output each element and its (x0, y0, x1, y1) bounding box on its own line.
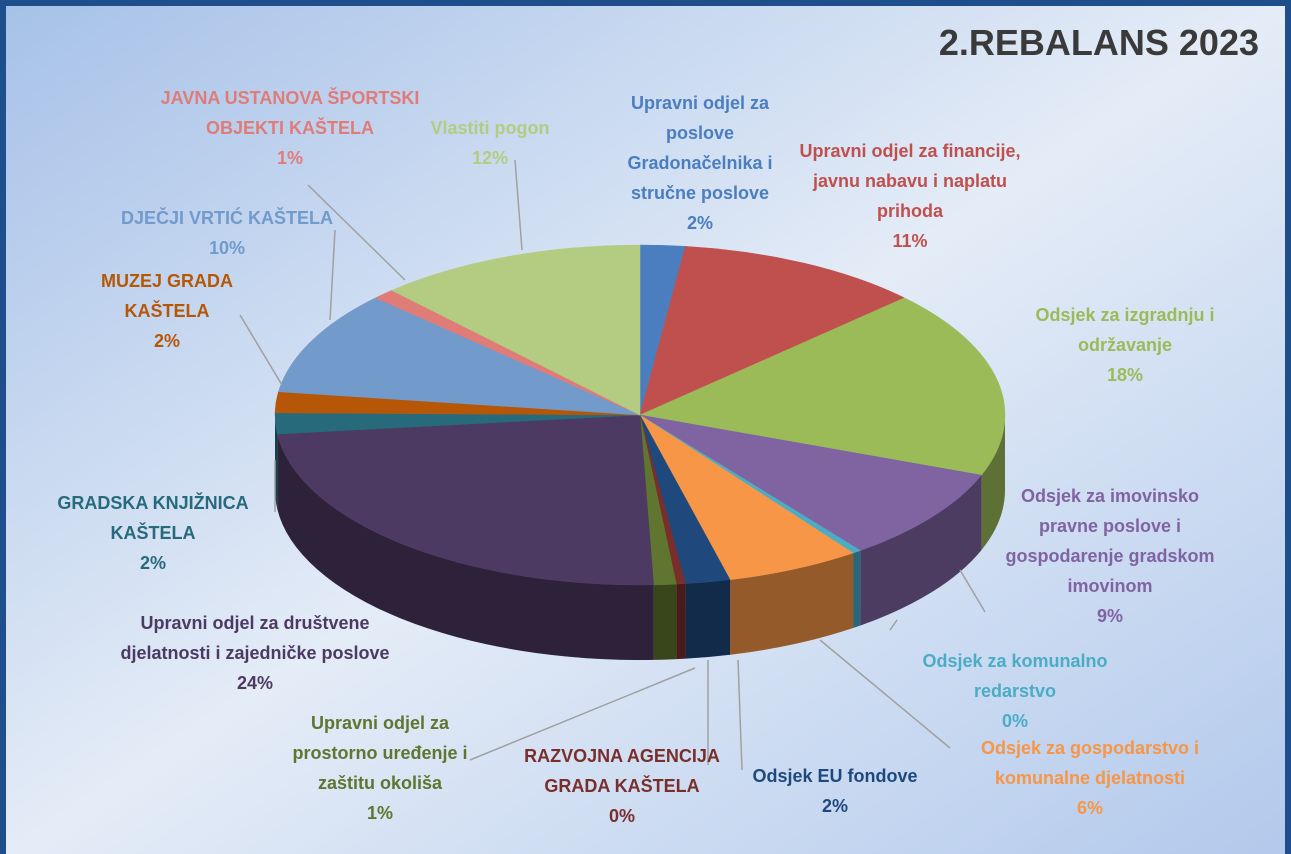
slice-top (391, 244, 641, 416)
slice-label: JAVNA USTANOVA ŠPORTSKI OBJEKTI KAŠTELA (160, 88, 420, 138)
slice-side (853, 550, 861, 629)
slice-side (653, 584, 677, 660)
slice-side-shade (685, 579, 731, 659)
slice-top (639, 414, 982, 551)
slice (639, 297, 1006, 551)
slice-side (685, 579, 731, 659)
slice-value-label: 1% (366, 803, 393, 823)
slice (639, 414, 731, 659)
slice-side (676, 583, 686, 660)
chart-title: 2.REBALANS 2023 (938, 22, 1259, 63)
slice-side (860, 475, 982, 626)
slice-side-shade (277, 434, 654, 660)
slice-top (639, 414, 854, 581)
slice-label: GRADSKA KNJIŽNICA KAŠTELA (57, 493, 249, 543)
slice-value-label: 6% (1076, 798, 1103, 818)
slice-side (981, 415, 1005, 551)
slice-side-shade (730, 553, 854, 655)
slice-value-label: 2% (153, 331, 180, 351)
slice-side (277, 434, 654, 660)
slice-side-shade (676, 583, 686, 660)
slice-side-shade (653, 584, 677, 660)
slice-value-label: 12% (471, 148, 509, 168)
slice-label: Vlastiti pogon (430, 118, 550, 138)
slice (639, 414, 982, 626)
slice-top (276, 414, 654, 586)
slice-label: Upravni odjel za prostorno uređenje i za… (292, 713, 468, 793)
slice (391, 244, 641, 416)
slice-value-label: 18% (1106, 365, 1144, 385)
slice-label: Odsjek za izgradnju i održavanje (1035, 305, 1215, 355)
leader-line (469, 667, 696, 761)
slice (639, 414, 854, 655)
slice-label: DJEČJI VRTIĆ KAŠTELA (120, 208, 334, 228)
slice-value-label: 0% (1001, 711, 1028, 731)
slice-top (639, 246, 906, 416)
slice-top (639, 297, 1006, 476)
slice-value-label: 9% (1096, 606, 1123, 626)
slice-side (730, 553, 854, 655)
slice-value-label: 0% (608, 806, 635, 826)
slice-label: Odsjek EU fondove (752, 766, 918, 786)
slice-label: MUZEJ GRADA KAŠTELA (100, 271, 233, 321)
leader-line (819, 639, 951, 749)
slice-value-label: 2% (686, 213, 713, 233)
slice-label: Odsjek za komunalno redarstvo (922, 651, 1108, 701)
leader-line (307, 184, 406, 281)
slice-label: Odsjek za imovinsko pravne poslove i gos… (1005, 486, 1215, 596)
slice-label: Upravni odjel za poslove Gradonačelnika … (627, 93, 773, 203)
slice-side-shade (860, 475, 982, 626)
slice-value-label: 1% (276, 148, 303, 168)
slice-value-label: 10% (208, 238, 246, 258)
leader-line (239, 314, 283, 386)
slice-label: Odsjek za gospodarstvo i komunalne djela… (980, 738, 1200, 788)
slice-side-shade (981, 415, 1005, 551)
leader-line (514, 159, 523, 251)
slice-label: Upravni odjel za društvene djelatnosti i… (120, 613, 390, 663)
leader-line (959, 569, 986, 613)
leader-line (329, 229, 336, 321)
slice (276, 414, 654, 660)
leader-line (737, 659, 743, 771)
slice (639, 414, 677, 660)
slice-side-shade (853, 550, 861, 629)
slice (639, 246, 906, 416)
slice-value-label: 2% (821, 796, 848, 816)
slice-label: RAZVOJNA AGENCIJA GRADA KAŠTELA (524, 746, 720, 796)
slice-value-label: 2% (139, 553, 166, 573)
leader-line (889, 619, 898, 631)
slice-label: Upravni odjel za financije, javnu nabavu… (799, 141, 1021, 221)
slice-value-label: 11% (892, 231, 928, 251)
slice-value-label: 24% (236, 673, 274, 693)
